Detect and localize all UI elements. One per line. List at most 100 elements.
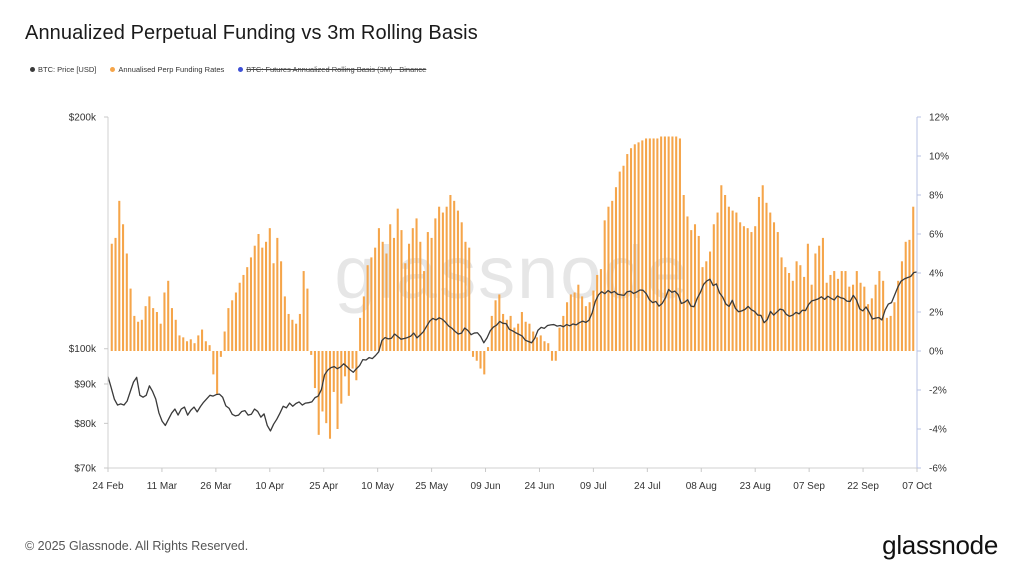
funding-bar	[908, 239, 911, 351]
funding-bar	[261, 247, 264, 351]
funding-bar	[189, 339, 192, 351]
funding-bar	[814, 253, 817, 351]
funding-bar	[720, 185, 723, 351]
funding-bar	[675, 136, 678, 351]
funding-bar	[765, 202, 768, 351]
funding-bar	[626, 154, 629, 351]
funding-bar	[193, 343, 196, 351]
funding-bar	[490, 315, 493, 351]
funding-bar	[550, 351, 554, 361]
funding-bar	[468, 247, 471, 351]
funding-bar	[795, 261, 798, 351]
funding-bar	[321, 351, 324, 412]
funding-bar	[170, 308, 173, 351]
funding-bar	[426, 232, 429, 351]
funding-bar	[310, 351, 313, 355]
funding-bar	[543, 341, 546, 351]
funding-bar	[742, 226, 745, 351]
funding-bar	[705, 261, 708, 351]
funding-bar	[238, 282, 241, 351]
x-tick-label: 07 Oct	[902, 481, 932, 492]
funding-bar	[618, 171, 621, 351]
funding-bar	[746, 228, 749, 351]
funding-bar	[784, 267, 787, 351]
funding-bar	[456, 210, 459, 351]
funding-bar	[645, 138, 648, 351]
right-tick-label: 4%	[929, 269, 944, 280]
funding-bar	[622, 165, 625, 351]
funding-bar	[265, 241, 268, 351]
left-tick-label: $80k	[74, 419, 97, 430]
funding-bar	[283, 296, 286, 351]
funding-bar	[897, 280, 900, 351]
right-tick-label: 10%	[929, 152, 949, 163]
funding-bar	[806, 243, 809, 351]
funding-bar	[629, 148, 633, 351]
x-tick-label: 26 Mar	[200, 481, 232, 492]
funding-bar	[419, 241, 422, 351]
funding-bar	[840, 271, 843, 351]
funding-bar	[836, 278, 840, 351]
x-tick-label: 08 Aug	[686, 481, 717, 492]
funding-bar	[366, 265, 369, 351]
funding-bar	[599, 269, 602, 351]
funding-bar	[178, 335, 181, 351]
funding-bar	[208, 345, 211, 351]
funding-bar	[739, 222, 742, 351]
right-tick-label: -2%	[929, 386, 947, 397]
funding-bar	[855, 271, 858, 351]
funding-bar	[509, 315, 512, 351]
funding-bar	[750, 232, 753, 351]
funding-bar	[302, 271, 305, 351]
funding-bar	[298, 313, 301, 351]
funding-bar	[614, 187, 618, 351]
funding-bar	[159, 323, 162, 351]
funding-bar	[434, 218, 437, 351]
funding-bar	[392, 237, 396, 351]
x-tick-label: 10 Apr	[255, 481, 285, 492]
funding-bar	[611, 200, 614, 351]
x-tick-label: 24 Jul	[634, 481, 661, 492]
x-tick-label: 24 Jun	[524, 481, 554, 492]
funding-bar	[584, 306, 587, 351]
funding-bar	[607, 206, 610, 351]
funding-bar	[234, 292, 237, 351]
funding-bar	[697, 235, 700, 351]
funding-bar	[227, 308, 230, 351]
x-tick-label: 23 Aug	[740, 481, 771, 492]
funding-bar	[566, 302, 569, 351]
funding-bar	[656, 138, 659, 351]
legend-item-funding-rates[interactable]: Annualised Perp Funding Rates	[110, 65, 224, 74]
funding-bar	[249, 257, 253, 351]
funding-bar	[558, 327, 561, 351]
legend-dot-icon	[110, 67, 116, 72]
brand-logo[interactable]: glassnode	[882, 530, 998, 560]
funding-bar	[678, 138, 681, 351]
funding-bar	[182, 337, 185, 351]
funding-bar	[125, 253, 128, 351]
funding-bar	[487, 347, 490, 351]
funding-bar	[144, 306, 147, 351]
funding-bar	[761, 185, 764, 351]
funding-bar	[445, 206, 448, 351]
funding-bar	[404, 263, 407, 351]
funding-bar	[547, 343, 550, 351]
funding-bar	[152, 308, 155, 351]
funding-bar	[475, 351, 478, 361]
funding-bar	[449, 195, 452, 351]
funding-bar	[663, 136, 666, 351]
legend-item-btc-price[interactable]: BTC: Price [USD]	[30, 65, 96, 74]
funding-bar	[791, 280, 794, 351]
right-tick-label: 12%	[929, 113, 949, 124]
legend-item-rolling-basis[interactable]: BTC: Futures Annualized Rolling Basis (3…	[238, 65, 426, 74]
funding-bar	[415, 218, 418, 351]
funding-bar	[554, 351, 557, 361]
funding-bar	[411, 228, 414, 351]
right-tick-label: 0%	[929, 347, 944, 358]
page-title: Annualized Perpetual Funding vs 3m Rolli…	[25, 22, 478, 44]
funding-bar	[562, 315, 565, 351]
funding-bar	[287, 313, 290, 351]
funding-bar	[344, 351, 347, 377]
funding-bar	[878, 271, 881, 351]
